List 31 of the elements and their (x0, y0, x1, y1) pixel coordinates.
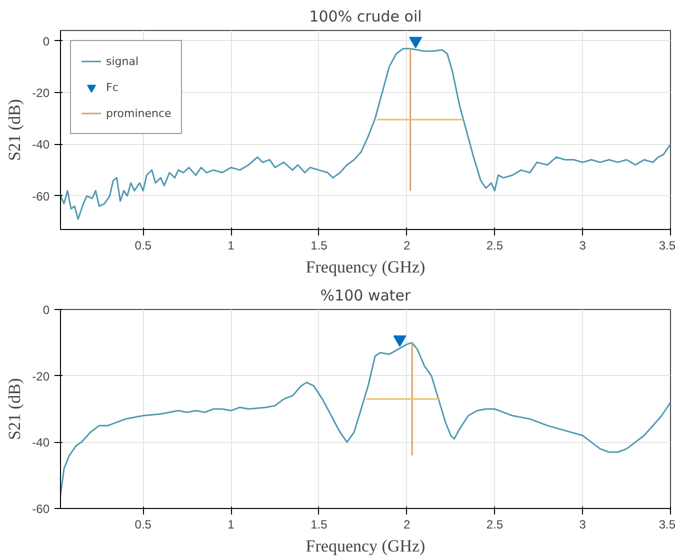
x-tick-label: 0.5 (134, 238, 152, 252)
x-tick-label: 2 (403, 238, 410, 252)
chart-title: %100 water (320, 286, 412, 304)
legend-label: prominence (106, 106, 172, 120)
x-tick-label: 1 (228, 518, 235, 532)
x-tick-label: 2.5 (486, 238, 504, 252)
y-tick-label: -40 (32, 138, 50, 152)
x-tick-label: 0.5 (134, 518, 152, 532)
y-axis-title: S21 (dB) (5, 99, 24, 161)
x-axis-title: Frequency (GHz) (306, 258, 426, 276)
x-tick-label: 3 (579, 518, 586, 532)
y-tick-label: -40 (32, 436, 50, 450)
y-tick-label: 0 (42, 34, 50, 48)
x-tick-label: 1 (228, 238, 235, 252)
x-tick-label: 1.5 (310, 518, 328, 532)
x-tick-label: 3 (579, 238, 586, 252)
x-tick-label: 3.5 (658, 518, 675, 532)
legend-label: signal (106, 54, 139, 68)
x-tick-label: 3.5 (658, 238, 675, 252)
x-tick-label: 2 (403, 518, 410, 532)
y-tick-label: -60 (32, 189, 50, 204)
y-tick-label: 0 (42, 303, 50, 317)
x-tick-label: 1.5 (310, 238, 328, 252)
x-axis-title: Frequency (GHz) (306, 536, 426, 556)
chart-title: 100% crude oil (309, 8, 422, 26)
y-tick-label: -20 (32, 86, 50, 100)
y-tick-label: -20 (32, 369, 50, 384)
x-tick-label: 2.5 (486, 518, 504, 532)
y-axis-title: S21 (dB) (5, 378, 24, 440)
y-tick-label: -60 (32, 502, 50, 516)
legend-label: Fc (106, 80, 120, 94)
